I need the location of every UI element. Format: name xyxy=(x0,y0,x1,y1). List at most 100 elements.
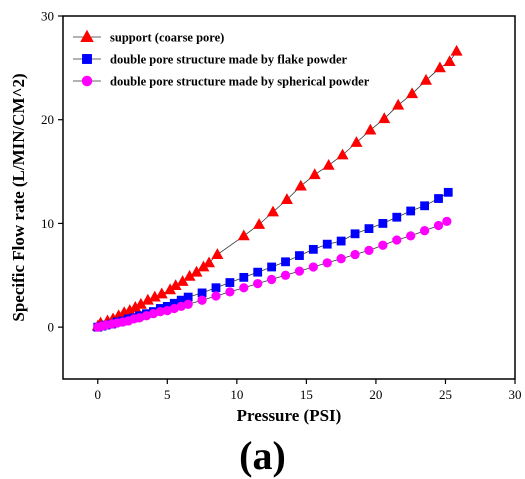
series-1-point-29 xyxy=(378,219,388,228)
series-0-point-34 xyxy=(433,61,446,73)
series-lines xyxy=(97,51,457,328)
series-0-point-20 xyxy=(237,229,250,241)
plot-frame xyxy=(62,15,516,380)
series-1-point-24 xyxy=(308,244,318,254)
series-0-point-6 xyxy=(123,304,136,315)
series-2-point-10 xyxy=(148,309,159,319)
series-2-point-22 xyxy=(280,270,291,280)
series-0-point-36 xyxy=(450,44,463,56)
series-0-point-15 xyxy=(183,269,196,281)
x-tick-label-5: 25 xyxy=(439,387,452,402)
panel-label: (a) xyxy=(239,433,286,478)
series-2-point-11 xyxy=(155,306,165,317)
y-axis-label: Specific Flow rate (L/MIN/CM^2) xyxy=(9,73,28,321)
series-0-point-7 xyxy=(129,301,142,312)
series-1-point-15 xyxy=(183,292,193,302)
series-0-point-12 xyxy=(164,283,177,295)
series-1-point-22 xyxy=(281,257,290,267)
series-2-point-13 xyxy=(169,303,179,314)
series-0-point-9 xyxy=(141,293,154,305)
x-tick-label-4: 20 xyxy=(369,387,382,402)
series-0-point-25 xyxy=(308,168,321,180)
x-tick-label-3: 15 xyxy=(300,387,313,402)
series-0-point-31 xyxy=(392,98,405,110)
series-2-point-20 xyxy=(253,278,263,289)
series-2-point-23 xyxy=(294,266,305,276)
series-0-point-27 xyxy=(336,148,349,160)
series-1-point-19 xyxy=(239,272,249,282)
x-tick-label-2: 10 xyxy=(230,387,243,402)
series-1-point-27 xyxy=(350,229,360,239)
series-0-point-8 xyxy=(134,297,147,309)
series-2-point-27 xyxy=(350,249,360,260)
series-1-point-34 xyxy=(443,187,453,197)
series-2-point-14 xyxy=(176,301,186,312)
series-0-point-28 xyxy=(350,136,363,147)
series-2-point-17 xyxy=(211,291,221,301)
series-1-point-14 xyxy=(176,295,186,305)
series-0-line xyxy=(97,51,457,327)
series-1-point-17 xyxy=(211,283,221,293)
x-axis-label: Pressure (PSI) xyxy=(237,406,342,425)
series-2-point-28 xyxy=(364,245,374,256)
series-2-point-25 xyxy=(322,258,332,268)
series-1-point-25 xyxy=(322,239,332,249)
series-0-point-19 xyxy=(211,248,224,259)
series-1-point-30 xyxy=(392,212,402,222)
series-0-point-21 xyxy=(253,218,266,229)
series-2-point-34 xyxy=(442,216,452,226)
legend-label-0: support (coarse pore) xyxy=(110,31,224,45)
series-2-point-31 xyxy=(406,231,416,241)
legend: support (coarse pore) double pore structu… xyxy=(73,29,370,89)
series-0-point-13 xyxy=(169,279,182,291)
legend-marker-1 xyxy=(82,54,92,64)
y-tick-label-2: 20 xyxy=(41,112,54,127)
series-2-point-21 xyxy=(266,274,277,285)
series-markers xyxy=(91,44,463,332)
series-0-point-33 xyxy=(419,73,432,85)
x-tick-label-6: 30 xyxy=(509,387,522,402)
series-0-point-10 xyxy=(148,290,161,302)
series-0-point-22 xyxy=(267,205,280,217)
y-tick-label-0: 0 xyxy=(48,320,55,335)
series-2-point-18 xyxy=(225,287,235,297)
y-axis-ticks: 0 10 20 30 xyxy=(41,9,63,335)
y-tick-label-3: 30 xyxy=(41,9,54,24)
series-0-point-14 xyxy=(176,275,189,286)
series-0-point-32 xyxy=(406,87,419,99)
series-2-point-9 xyxy=(141,311,152,321)
series-1-point-32 xyxy=(420,201,429,211)
series-0-point-29 xyxy=(364,123,377,135)
series-1-point-20 xyxy=(253,267,263,277)
legend-marker-2 xyxy=(81,75,93,87)
series-2-point-15 xyxy=(183,299,193,309)
legend-label-2: double pore structure made by spherical … xyxy=(110,75,370,89)
series-0-point-16 xyxy=(190,265,203,277)
series-1-point-23 xyxy=(295,251,304,260)
series-1-point-13 xyxy=(169,298,179,308)
legend-label-1: double pore structure made by flake powd… xyxy=(110,53,347,67)
x-tick-label-0: 0 xyxy=(95,387,102,402)
series-1-point-33 xyxy=(434,194,443,203)
series-1-point-31 xyxy=(406,206,416,216)
series-2-point-8 xyxy=(134,313,145,323)
series-2-point-29 xyxy=(378,240,388,250)
series-1-point-16 xyxy=(197,288,207,298)
series-2-point-24 xyxy=(308,262,318,272)
x-tick-label-1: 5 xyxy=(164,387,171,402)
series-1-point-18 xyxy=(225,278,235,287)
series-2-point-33 xyxy=(433,220,444,231)
series-2-point-12 xyxy=(162,305,172,316)
series-2-point-32 xyxy=(419,226,430,236)
series-2-point-30 xyxy=(392,235,402,245)
series-2-point-19 xyxy=(239,283,249,293)
y-tick-label-1: 10 xyxy=(41,216,54,231)
series-0-point-18 xyxy=(203,256,216,268)
series-1-point-26 xyxy=(336,236,346,246)
series-0-point-26 xyxy=(322,158,335,170)
series-0-point-17 xyxy=(197,260,210,272)
series-0-point-35 xyxy=(443,55,456,67)
series-2-point-26 xyxy=(336,254,346,264)
legend-marker-0 xyxy=(80,29,94,42)
